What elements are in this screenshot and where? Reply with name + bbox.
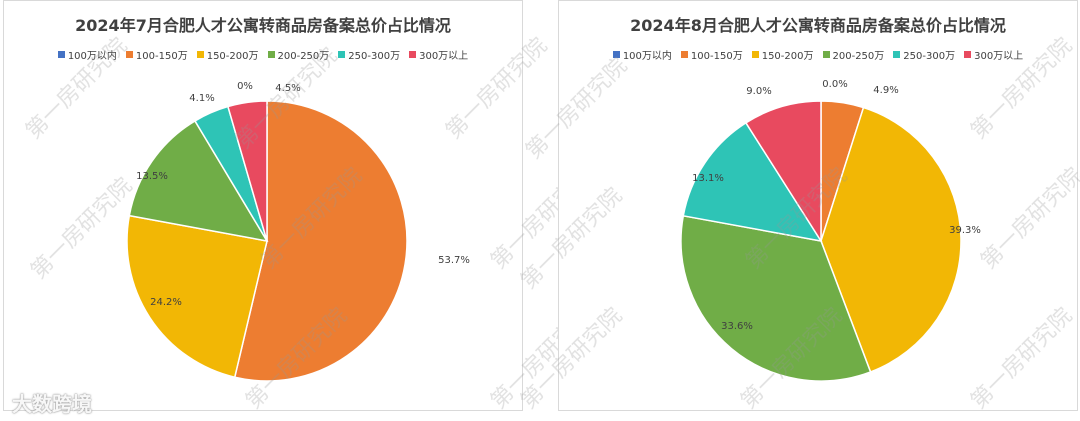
legend-label: 150-200万 <box>206 51 259 62</box>
brand-logo: 大数跨境 <box>12 388 92 417</box>
legend-swatch <box>822 51 830 58</box>
chart-panel-august: 2024年8月合肥人才公寓转商品房备案总价占比情况 100万以内 100-150… <box>516 0 1080 414</box>
chart-legend: 100万以内 100-150万 150-200万 200-250万 250-30… <box>4 47 522 62</box>
legend-item: 200-250万 <box>822 47 885 62</box>
data-label: 13.5% <box>136 171 168 182</box>
pie-slice <box>227 100 268 242</box>
pie-chart-july: 0% 53.7% 24.2% 13.5% 4.1% 4.5% <box>126 81 470 382</box>
pie-slice <box>682 121 823 243</box>
legend-label: 200-250万 <box>277 51 330 62</box>
legend-item: 200-250万 <box>267 47 330 62</box>
data-label: 13.1% <box>692 173 724 184</box>
legend-swatch <box>409 51 417 58</box>
legend-item: 300万以上 <box>409 47 468 62</box>
legend-label: 250-300万 <box>903 51 956 62</box>
data-label: 9.0% <box>746 86 771 97</box>
pie-slice <box>680 214 872 382</box>
legend-item: 100-150万 <box>125 47 188 62</box>
legend-swatch <box>57 51 65 58</box>
legend-item: 150-200万 <box>196 47 259 62</box>
chart-title: 2024年8月合肥人才公寓转商品房备案总价占比情况 <box>630 16 1006 35</box>
legend-label: 150-200万 <box>761 51 814 62</box>
data-label: 0% <box>237 81 253 92</box>
legend-swatch <box>893 51 901 58</box>
logo-text: 大数跨境 <box>12 392 92 416</box>
legend-label: 300万以上 <box>974 51 1024 62</box>
pie-slice <box>126 214 268 379</box>
data-label: 39.3% <box>949 225 981 236</box>
legend-label: 100万以内 <box>67 51 117 62</box>
legend-item: 100万以内 <box>612 47 672 62</box>
legend-label: 200-250万 <box>832 51 885 62</box>
data-label: 53.7% <box>438 255 470 266</box>
pie-slice <box>820 106 962 373</box>
pie-slice <box>744 100 822 244</box>
legend-swatch <box>680 51 688 58</box>
legend-item: 100-150万 <box>680 47 743 62</box>
legend-swatch <box>964 51 972 58</box>
legend-item: 300万以上 <box>964 47 1023 62</box>
data-label: 24.2% <box>150 297 182 308</box>
data-label: 33.6% <box>721 321 753 332</box>
chart-legend: 100万以内 100-150万 150-200万 200-250万 250-30… <box>559 47 1077 62</box>
legend-swatch <box>338 51 346 58</box>
legend-swatch <box>612 51 620 58</box>
pie-slice <box>128 119 269 243</box>
legend-item: 250-300万 <box>338 47 400 62</box>
legend-label: 250-300万 <box>348 51 401 62</box>
legend-item: 250-300万 <box>893 47 955 62</box>
chart-title: 2024年7月合肥人才公寓转商品房备案总价占比情况 <box>75 16 451 35</box>
legend-label: 100-150万 <box>690 51 743 62</box>
legend-swatch <box>125 51 133 58</box>
data-label: 4.9% <box>873 85 898 96</box>
pie-chart-august: 0.0% 4.9% 39.3% 33.6% 13.1% 9.0% <box>680 79 981 382</box>
legend-swatch <box>267 51 275 58</box>
legend-item: 100万以内 <box>57 47 117 62</box>
chart-panel-july: 2024年7月合肥人才公寓转商品房备案总价占比情况 100万以内 100-150… <box>3 0 597 414</box>
legend-label: 300万以上 <box>419 51 469 62</box>
legend-swatch <box>751 51 759 58</box>
data-label: 4.5% <box>275 83 300 94</box>
legend-label: 100万以内 <box>622 51 672 62</box>
legend-swatch <box>196 51 204 58</box>
legend-label: 100-150万 <box>135 51 188 62</box>
pie-slice <box>233 100 408 382</box>
data-label: 4.1% <box>189 93 214 104</box>
legend-item: 150-200万 <box>751 47 814 62</box>
data-label: 0.0% <box>822 79 847 90</box>
